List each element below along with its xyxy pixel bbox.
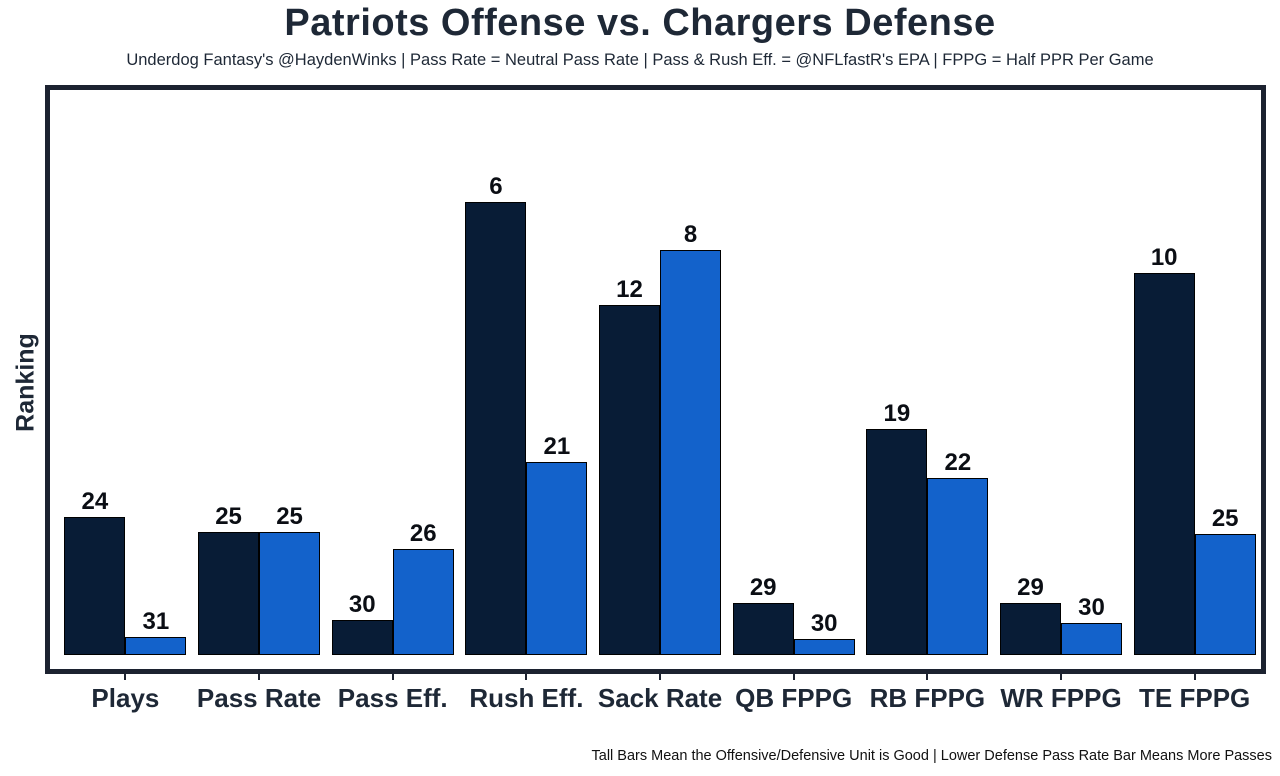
bar-value-label-patriots-offense-rush-eff: 6: [489, 173, 503, 200]
bar-value-label-chargers-defense-qb-fppg: 30: [810, 610, 838, 637]
bar-value-label-patriots-offense-rb-fppg: 19: [883, 400, 911, 427]
x-axis-label-sack-rate: Sack Rate: [597, 683, 723, 713]
x-axis-label-wr-fppg: WR FPPG: [1000, 683, 1122, 713]
bar-value-label-chargers-defense-rush-eff: 21: [543, 433, 571, 460]
bar-patriots-offense-plays: [64, 517, 126, 655]
x-axis-tick-qb-fppg: [792, 672, 795, 680]
bar-value-label-chargers-defense-wr-fppg: 30: [1078, 594, 1105, 621]
chart-subtitle: Underdog Fantasy's @HaydenWinks | Pass R…: [126, 51, 1154, 69]
bar-value-label-patriots-offense-pass-eff: 30: [348, 591, 376, 618]
bar-value-label-patriots-offense-wr-fppg: 29: [1017, 574, 1044, 601]
x-axis-tick-rush-eff: [525, 672, 528, 680]
x-axis-label-qb-fppg: QB FPPG: [735, 683, 853, 713]
x-axis-label-rush-eff: Rush Eff.: [469, 683, 584, 713]
bar-value-label-patriots-offense-qb-fppg: 29: [749, 574, 777, 601]
bar-chargers-defense-rush-eff: [526, 462, 588, 655]
x-axis-label-pass-eff: Pass Eff.: [337, 683, 448, 713]
bar-value-label-chargers-defense-pass-eff: 26: [409, 520, 437, 547]
x-axis-tick-te-fppg: [1193, 672, 1196, 680]
footer-note: Tall Bars Mean the Offensive/Defensive U…: [591, 748, 1272, 764]
bar-value-label-patriots-offense-pass-rate: 25: [215, 503, 242, 530]
bar-patriots-offense-rb-fppg: [866, 429, 928, 655]
bar-value-label-chargers-defense-pass-rate: 25: [276, 503, 303, 530]
bar-chargers-defense-wr-fppg: [1061, 623, 1123, 655]
chart-title: Patriots Offense vs. Chargers Defense: [284, 2, 996, 44]
bar-value-label-patriots-offense-te-fppg: 10: [1150, 244, 1178, 271]
x-axis-tick-pass-rate: [258, 672, 261, 680]
x-axis-label-te-fppg: TE FPPG: [1139, 683, 1251, 713]
bar-chargers-defense-pass-eff: [392, 549, 454, 655]
bar-patriots-offense-te-fppg: [1133, 273, 1195, 655]
x-axis-tick-rb-fppg: [926, 672, 929, 680]
x-axis-label-pass-rate: Pass Rate: [196, 683, 322, 713]
bar-chargers-defense-pass-rate: [259, 532, 321, 655]
bar-value-label-chargers-defense-sack-rate: 8: [683, 221, 698, 248]
bar-chargers-defense-sack-rate: [660, 250, 722, 655]
x-axis-tick-plays: [124, 672, 127, 680]
bar-patriots-offense-qb-fppg: [732, 603, 794, 655]
bar-chargers-defense-te-fppg: [1194, 534, 1256, 655]
bar-value-label-patriots-offense-sack-rate: 12: [616, 276, 643, 303]
x-axis-tick-sack-rate: [659, 672, 662, 680]
bar-patriots-offense-pass-rate: [198, 532, 260, 655]
y-axis-label: Ranking: [11, 333, 40, 432]
bar-patriots-offense-rush-eff: [465, 202, 527, 655]
bar-value-label-chargers-defense-rb-fppg: 22: [944, 449, 972, 476]
x-axis-label-rb-fppg: RB FPPG: [869, 683, 986, 713]
bar-chargers-defense-qb-fppg: [793, 639, 855, 655]
bar-patriots-offense-wr-fppg: [1000, 603, 1062, 655]
x-axis-label-plays: Plays: [91, 683, 160, 713]
bar-patriots-offense-pass-eff: [331, 620, 393, 655]
x-axis-tick-pass-eff: [391, 672, 394, 680]
bar-value-label-patriots-offense-plays: 24: [81, 488, 109, 515]
bar-value-label-chargers-defense-te-fppg: 25: [1211, 505, 1239, 532]
bar-chargers-defense-plays: [125, 637, 187, 655]
bar-patriots-offense-sack-rate: [599, 305, 661, 655]
bar-chargers-defense-rb-fppg: [927, 478, 989, 655]
x-axis-tick-wr-fppg: [1060, 672, 1063, 680]
bar-value-label-chargers-defense-plays: 31: [142, 608, 170, 635]
